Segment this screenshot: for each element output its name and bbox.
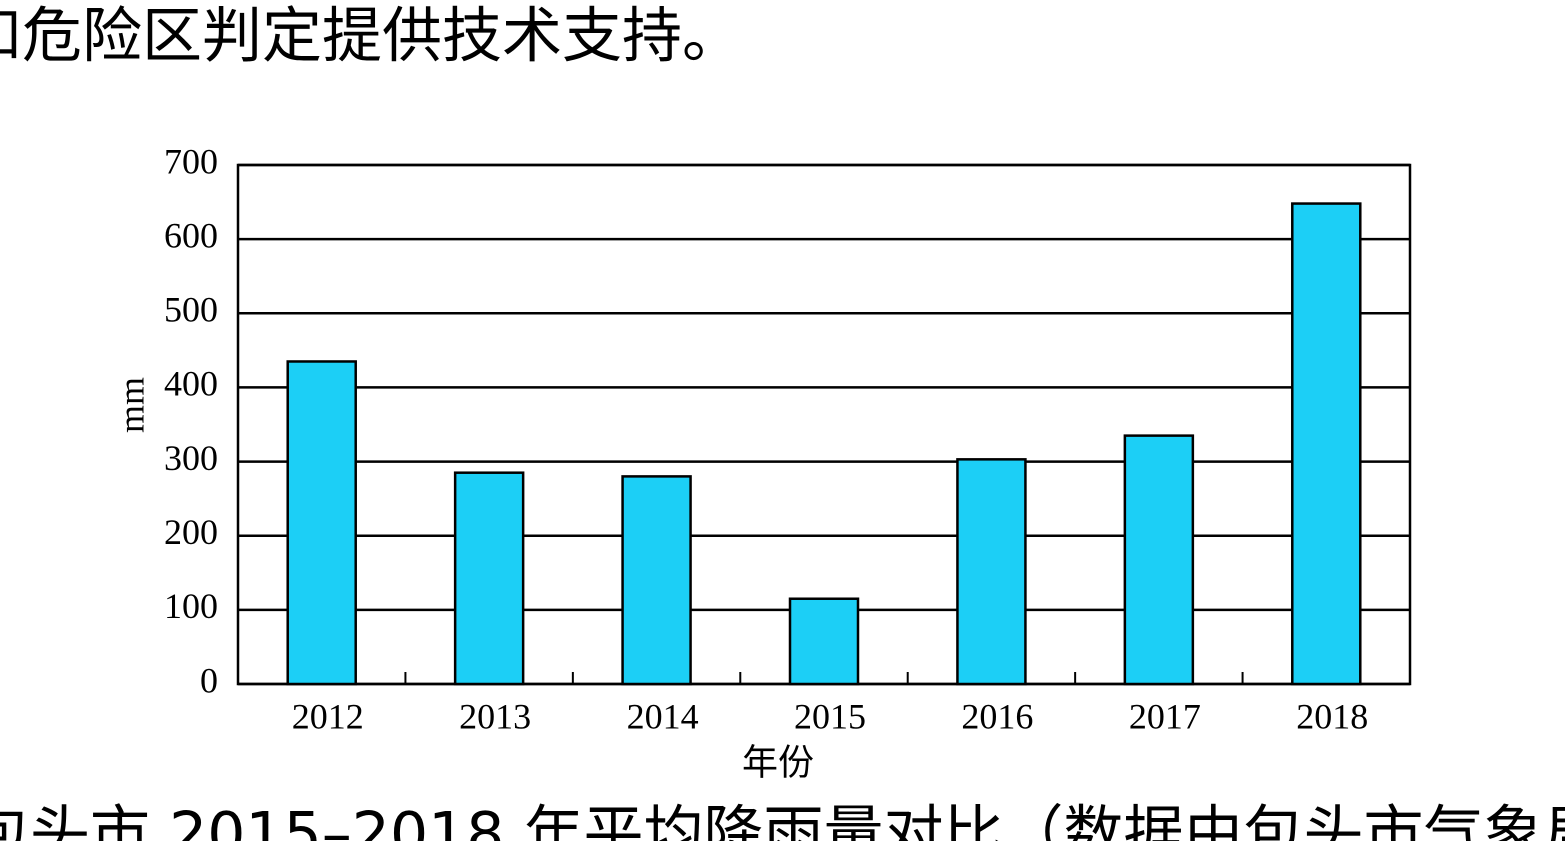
x-tick-label: 2012 (292, 696, 364, 736)
bar (621, 475, 692, 686)
y-tick-label: 500 (164, 290, 218, 330)
bar (956, 458, 1027, 686)
y-tick-label: 300 (164, 438, 218, 478)
y-tick-label: 400 (164, 364, 218, 404)
x-tick-label: 2013 (459, 696, 531, 736)
bar (1123, 434, 1195, 686)
bar (286, 360, 357, 686)
y-tick-label: 200 (164, 512, 218, 552)
y-tick-label: 700 (164, 141, 218, 181)
bar (1291, 202, 1362, 686)
bar (453, 471, 525, 686)
y-tick-label: 600 (164, 215, 218, 255)
x-tick-label: 2017 (1129, 696, 1201, 736)
x-tick-label: 2014 (627, 696, 699, 736)
body-text: 和危险区判定提供技术支持。 (0, 2, 742, 72)
x-tick-label: 2015 (794, 696, 866, 736)
caption: 包头市 2015–2018 年平均降雨量对比（数据由包头市气象局 (0, 800, 1565, 841)
x-tick-label: 2018 (1296, 696, 1368, 736)
x-tick-label: 2016 (961, 696, 1033, 736)
y-tick-label: 0 (200, 660, 218, 700)
bar (788, 597, 860, 686)
y-tick-label: 100 (164, 586, 218, 626)
x-axis-label: 年份 (742, 742, 814, 782)
y-axis-label: mm (111, 377, 151, 433)
